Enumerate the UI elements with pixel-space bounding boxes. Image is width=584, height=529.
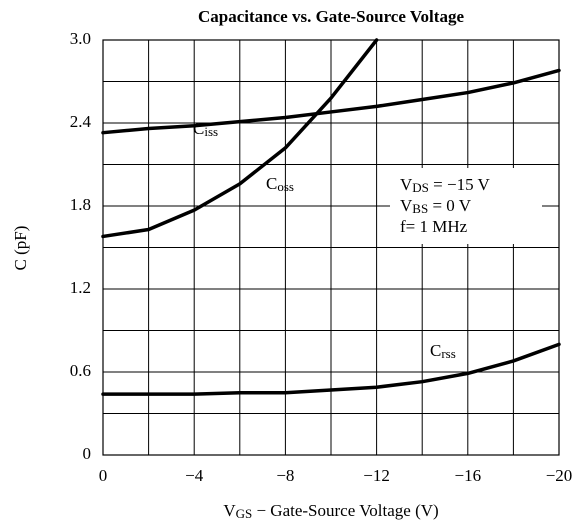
y-tick-label: 1.8	[70, 195, 91, 214]
annotation: VDS = −15 V	[400, 175, 491, 195]
annotation-box	[390, 168, 542, 244]
series-line	[101, 38, 379, 239]
chart-title: Capacitance vs. Gate-Source Voltage	[198, 7, 464, 26]
y-tick-label: 0	[83, 444, 92, 463]
y-tick-label: 2.4	[70, 112, 92, 131]
x-axis-label: VGS − Gate-Source Voltage (V)	[223, 501, 438, 521]
y-tick-label: 1.2	[70, 278, 91, 297]
y-axis-label: C (pF)	[11, 226, 30, 271]
plot-frame	[102, 39, 560, 456]
series-line	[101, 68, 561, 135]
x-tick-label: −12	[363, 466, 390, 485]
annotation: f= 1 MHz	[400, 217, 468, 236]
annotation: VBS = 0 V	[400, 196, 472, 216]
x-tick-label: −16	[455, 466, 482, 485]
series-label: Ciss	[193, 119, 218, 139]
y-tick-label: 0.6	[70, 361, 91, 380]
series-label: Coss	[266, 174, 294, 194]
series-line	[101, 342, 561, 396]
series-label: Crss	[430, 341, 456, 361]
y-tick-label: 3.0	[70, 29, 91, 48]
x-tick-label: −8	[276, 466, 294, 485]
x-tick-label: −20	[546, 466, 573, 485]
x-tick-label: 0	[99, 466, 108, 485]
x-tick-label: −4	[185, 466, 204, 485]
